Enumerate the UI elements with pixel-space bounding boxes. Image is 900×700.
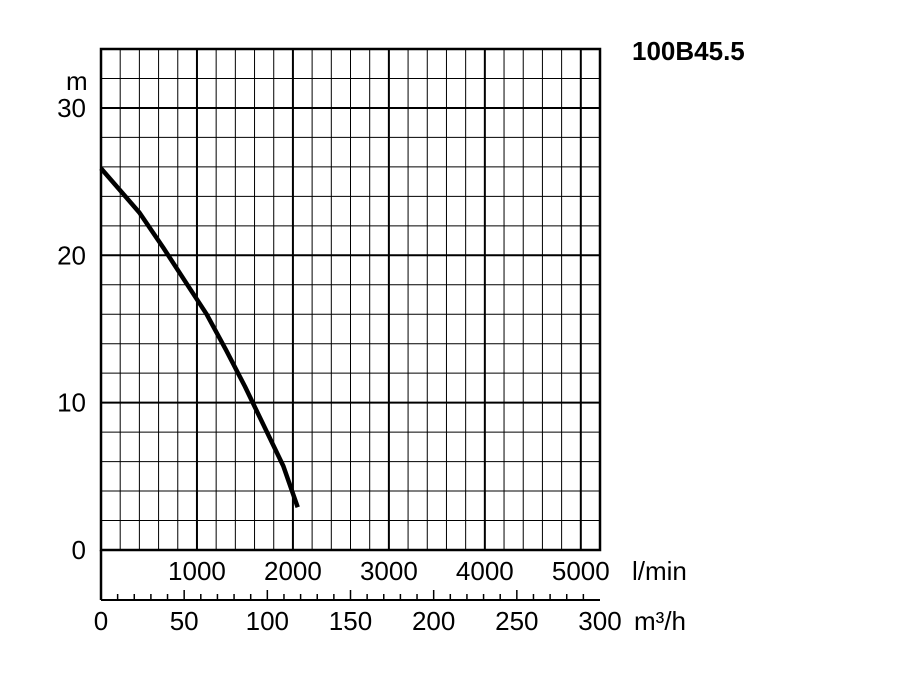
curve-layer — [99, 166, 300, 509]
y-tick-label: 30 — [57, 93, 86, 123]
x-primary-tick-label: 4000 — [456, 556, 514, 586]
x-primary-tick-label: 5000 — [552, 556, 610, 586]
x-secondary-tick-label: 150 — [329, 606, 372, 636]
x-secondary-tick-label: 0 — [94, 606, 108, 636]
x-primary-tick-label: 1000 — [168, 556, 226, 586]
x-primary-tick-label: 2000 — [264, 556, 322, 586]
x-secondary-tick-label: 250 — [495, 606, 538, 636]
x-primary-tick-label: 3000 — [360, 556, 418, 586]
x-secondary-tick-label: 300 — [578, 606, 621, 636]
plot-border — [99, 47, 602, 552]
axis-labels: 0 10 20 30 1000 2000 3000 4000 5000 0 50 100 150 200 2… — [56, 92, 622, 636]
head-flow-curve — [99, 166, 300, 509]
grid-lines — [101, 49, 600, 550]
x-secondary-tick-label: 100 — [246, 606, 289, 636]
y-tick-label: 10 — [57, 388, 86, 418]
chart-title: 100B45.5 — [632, 36, 745, 66]
y-tick-label: 0 — [72, 535, 86, 565]
x-secondary-tick-label: 200 — [412, 606, 455, 636]
plot-frame — [99, 47, 602, 601]
y-unit-label: m — [66, 66, 88, 96]
x-secondary-tick-label: 50 — [170, 606, 199, 636]
y-tick-label: 20 — [57, 240, 86, 270]
x-secondary-unit-label: m³/h — [634, 606, 686, 636]
x-primary-unit-label: l/min — [632, 556, 687, 586]
